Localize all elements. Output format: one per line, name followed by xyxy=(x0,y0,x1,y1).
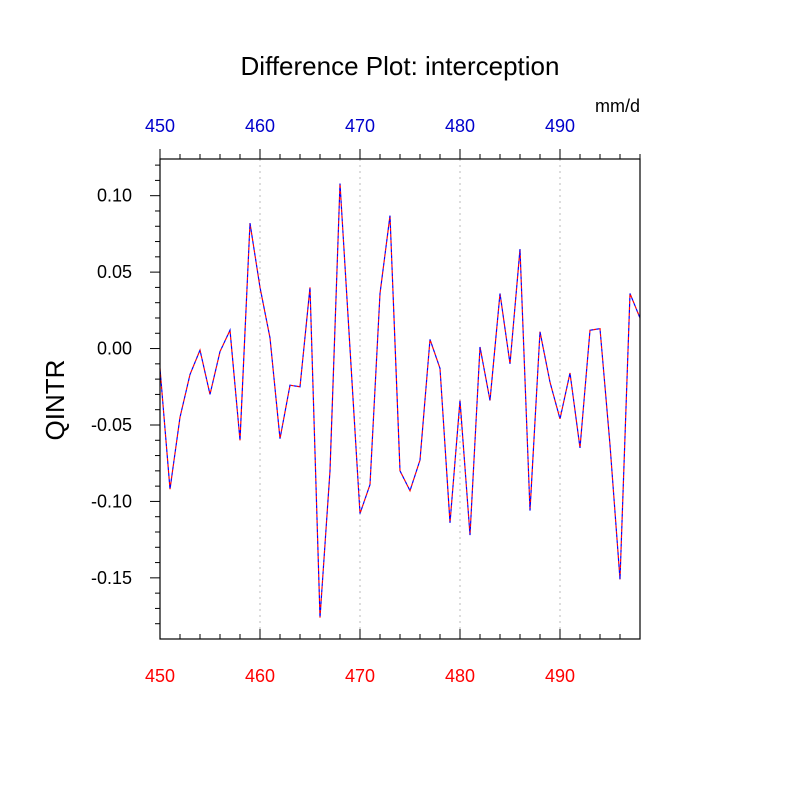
minor-ticks xyxy=(155,154,641,639)
x-tick-label: 470 xyxy=(345,666,375,686)
top-tick-label: 450 xyxy=(145,116,175,136)
y-tick-label: -0.10 xyxy=(91,491,132,511)
grid-lines xyxy=(259,159,561,639)
major-ticks xyxy=(150,149,561,639)
x-tick-label: 460 xyxy=(245,666,275,686)
x-tick-label: 450 xyxy=(145,666,175,686)
x-tick-label: 480 xyxy=(445,666,475,686)
top-tick-label: 460 xyxy=(245,116,275,136)
y-tick-labels: 0.10 0.05 0.00 -0.05 -0.10 -0.15 xyxy=(91,186,132,588)
top-tick-labels: 450 460 470 480 490 xyxy=(145,116,575,136)
bottom-tick-labels: 450 460 470 480 490 xyxy=(145,666,575,686)
top-tick-label: 470 xyxy=(345,116,375,136)
y-tick-label: -0.15 xyxy=(91,568,132,588)
plot-frame xyxy=(159,158,641,640)
series-line-blue-dash xyxy=(159,183,641,618)
series-group xyxy=(159,183,641,618)
chart-title: Difference Plot: interception xyxy=(241,51,560,81)
y-tick-label: 0.10 xyxy=(97,186,132,206)
units-label: mm/d xyxy=(595,96,640,116)
y-tick-label: 0.05 xyxy=(97,262,132,282)
y-axis-label: QINTR xyxy=(40,360,70,441)
top-tick-label: 490 xyxy=(545,116,575,136)
y-tick-label: 0.00 xyxy=(97,339,132,359)
x-tick-label: 490 xyxy=(545,666,575,686)
y-tick-label: -0.05 xyxy=(91,415,132,435)
top-tick-label: 480 xyxy=(445,116,475,136)
series-line-red-dash xyxy=(159,183,641,618)
